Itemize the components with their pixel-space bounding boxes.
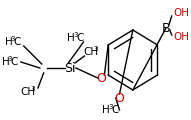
Text: C: C	[11, 57, 18, 67]
Text: C: C	[111, 105, 118, 115]
Text: 3: 3	[11, 36, 15, 42]
Text: H: H	[2, 57, 10, 67]
Text: 3: 3	[8, 56, 12, 62]
Text: 3: 3	[93, 46, 97, 52]
Text: O: O	[115, 91, 125, 105]
Text: B: B	[162, 21, 170, 35]
Text: O: O	[97, 72, 106, 84]
Text: OH: OH	[174, 32, 190, 42]
Text: C: C	[76, 33, 83, 43]
Text: 3: 3	[108, 104, 113, 110]
Text: H: H	[102, 105, 110, 115]
Text: CH: CH	[83, 47, 99, 57]
Text: C: C	[13, 37, 21, 47]
Text: H: H	[67, 33, 75, 43]
Text: OH: OH	[174, 8, 190, 18]
Text: 3: 3	[73, 32, 78, 38]
Text: Si: Si	[64, 61, 76, 75]
Text: 3: 3	[30, 86, 35, 92]
Text: CH: CH	[21, 87, 36, 97]
Text: H: H	[5, 37, 12, 47]
